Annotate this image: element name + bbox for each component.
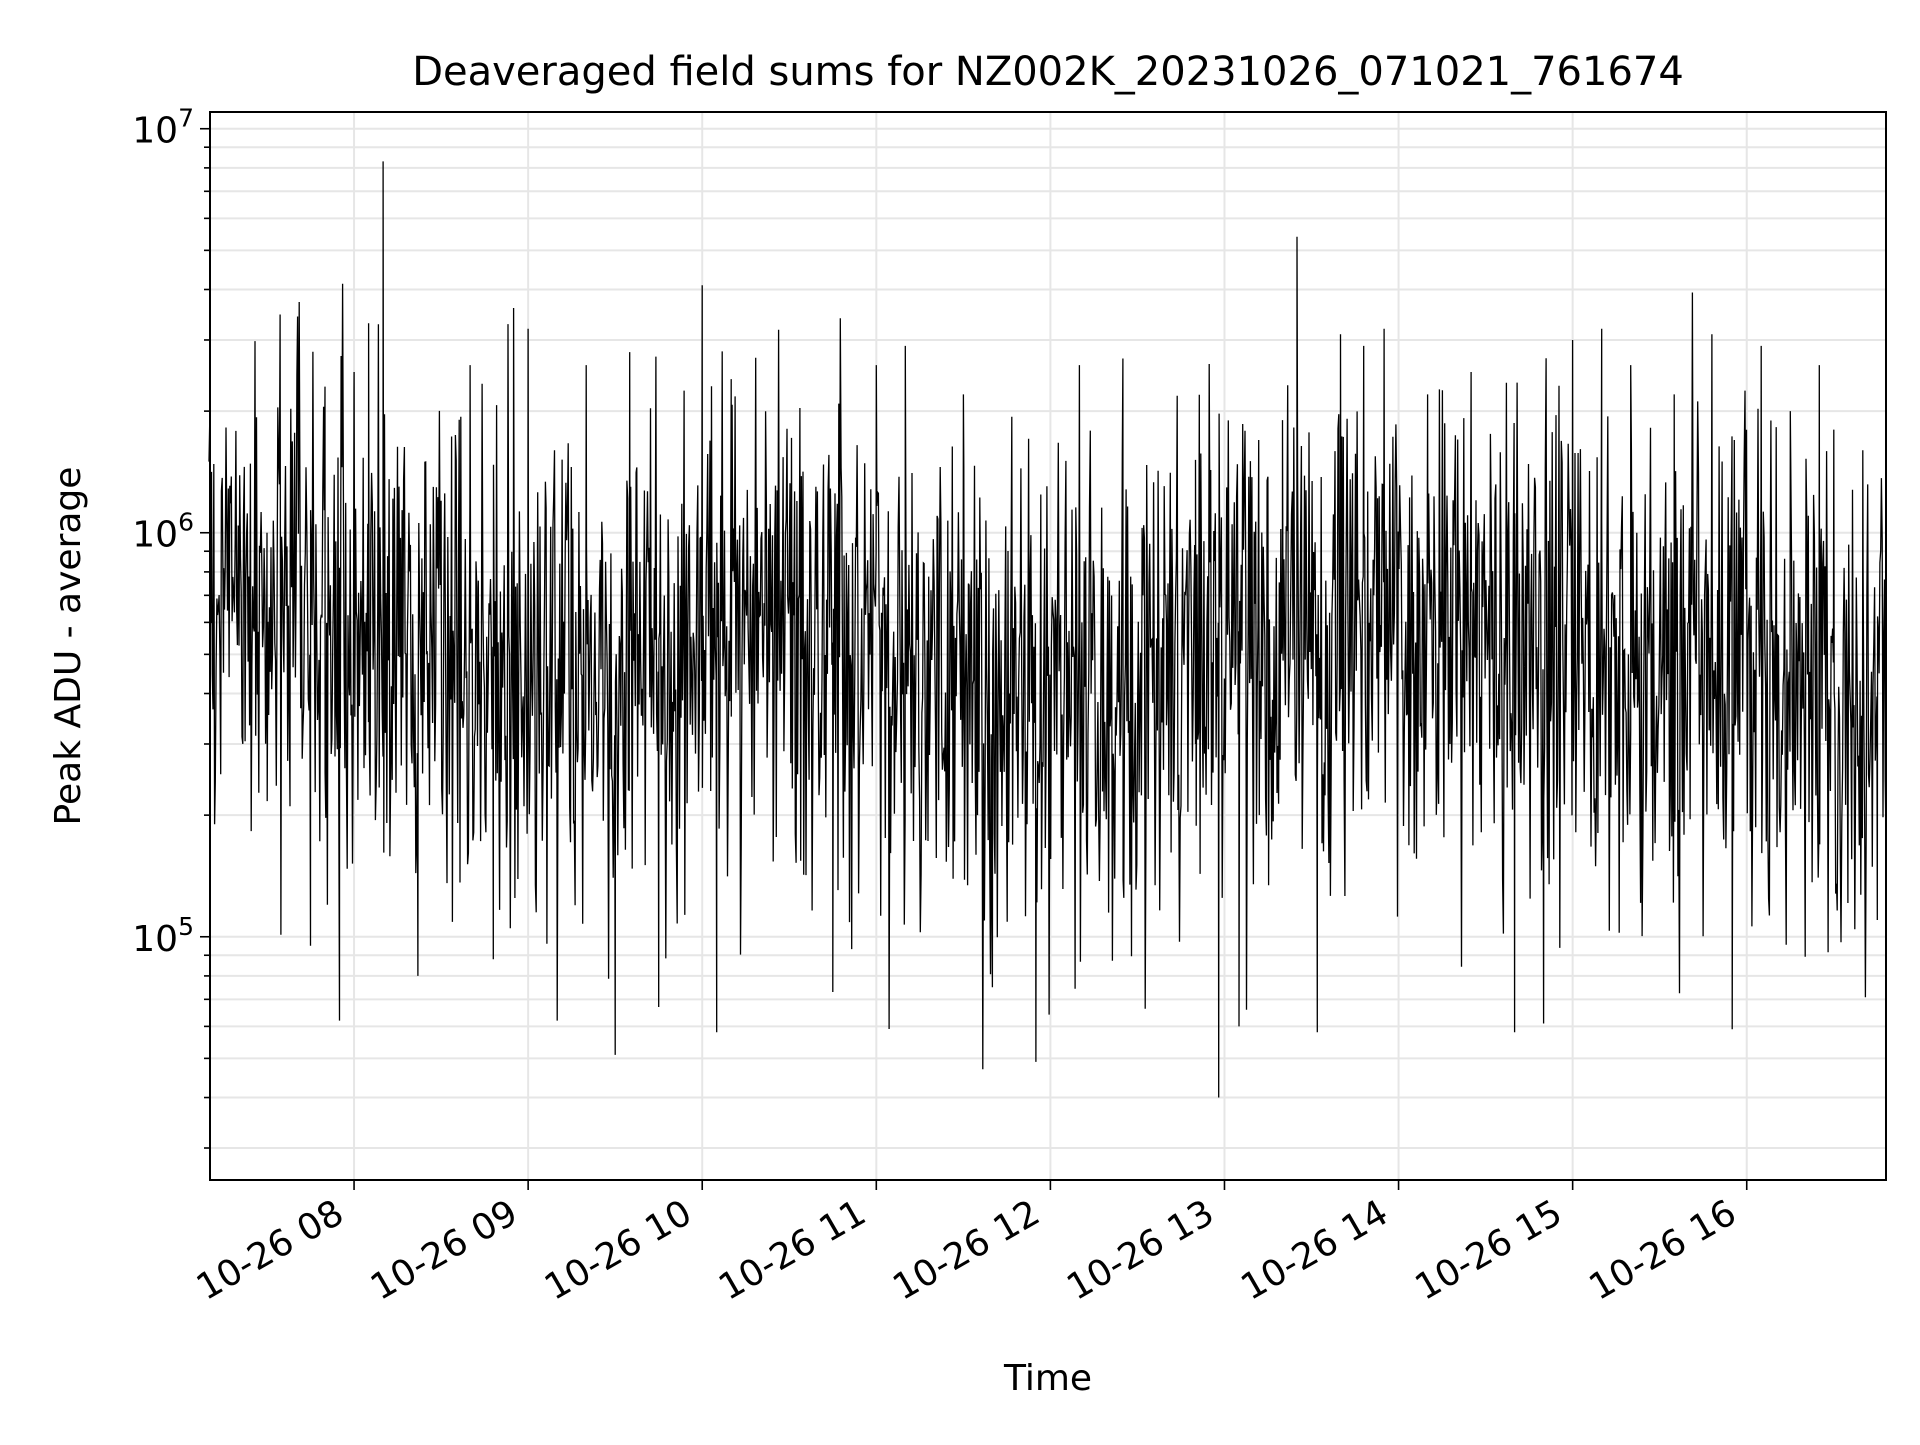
y-tick-label: 105	[132, 912, 194, 960]
series-layer	[208, 161, 1887, 1148]
y-tick-label-exponent: 7	[178, 104, 194, 133]
plot-frame	[209, 111, 1887, 1181]
series-line	[208, 161, 1887, 1148]
y-tick-label-exponent: 5	[178, 912, 194, 941]
y-tick-label: 106	[132, 508, 194, 556]
x-axis-label: Time	[1003, 1358, 1092, 1399]
y-axis-label: Peak ADU - average	[48, 467, 89, 826]
chart-title: Deaveraged field sums for NZ002K_2023102…	[412, 49, 1684, 95]
y-tick-label-base: 10	[132, 111, 178, 152]
y-tick-label-base: 10	[132, 515, 178, 556]
y-tick-label-base: 10	[132, 919, 178, 960]
y-tick-label-exponent: 6	[178, 508, 194, 537]
y-tick-label: 107	[132, 104, 194, 152]
